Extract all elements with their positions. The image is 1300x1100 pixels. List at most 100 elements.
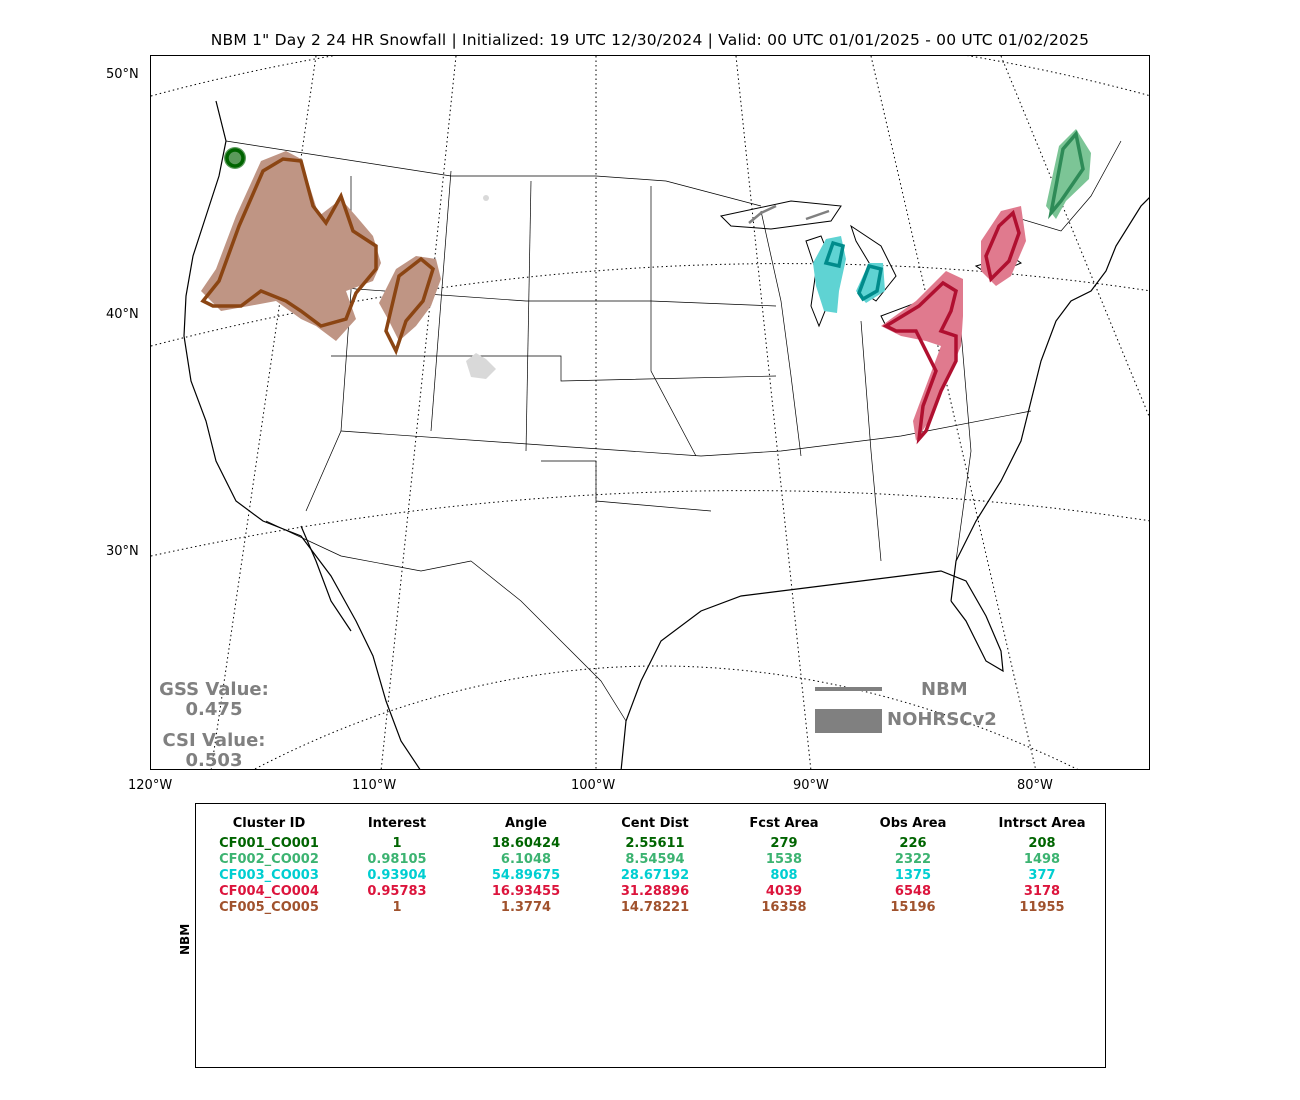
gray-patch-colorado — [466, 353, 496, 379]
cell-interest: 0.98105 — [367, 852, 427, 867]
cluster-cf005 — [200, 151, 441, 356]
border-oh-wv-ga — [955, 330, 972, 562]
map-panel — [150, 55, 1150, 770]
cell-fcst-area: 1538 — [765, 852, 803, 867]
header-intrsct-area: Intrsct Area — [998, 816, 1086, 831]
cluster-cf002 — [1046, 129, 1091, 220]
cell-interest: 1 — [392, 900, 402, 915]
cluster-cf005-fcst — [200, 157, 436, 356]
lake-superior — [719, 200, 842, 230]
lat-label-50n: 50°N — [106, 67, 139, 82]
header-obs-area: Obs Area — [879, 816, 947, 831]
rio-grande — [470, 560, 627, 722]
meridian-90w — [735, 56, 812, 769]
header-angle: Angle — [505, 816, 547, 831]
cell-obs-area: 15196 — [890, 900, 936, 915]
legend-line-swatch — [815, 687, 882, 691]
meridian-115w — [210, 56, 317, 769]
unmatched-areas — [466, 195, 496, 379]
border-37n — [340, 410, 1032, 457]
cell-intrsct-area: 1498 — [1023, 852, 1061, 867]
cell-interest: 0.93904 — [367, 868, 427, 883]
canada-border-lakes — [665, 180, 762, 207]
lon-label-100w: 100°W — [571, 778, 616, 793]
cell-fcst-area: 279 — [770, 836, 798, 851]
cell-interest: 1 — [392, 836, 402, 851]
lon-label-110w: 110°W — [352, 778, 397, 793]
state-borders — [225, 140, 1122, 722]
attribute-table: Cluster ID Interest Angle Cent Dist Fcst… — [195, 803, 1106, 1068]
pacific-coastline — [183, 100, 421, 769]
table-side-label: NBM — [178, 923, 192, 955]
meridian-70w — [1000, 56, 1149, 418]
parallel-30n — [151, 490, 1149, 557]
gray-forecast-superior-e — [805, 209, 830, 221]
border-40n — [331, 355, 777, 382]
gulf-coastline — [620, 570, 1004, 769]
table-row: CF001_CO001 1 18.60424 2.55611 279 226 208 — [196, 836, 1107, 852]
border-mn-ia-mo — [650, 186, 697, 457]
cell-angle: 16.93455 — [491, 884, 561, 899]
table-header: Cluster ID Interest Angle Cent Dist Fcst… — [196, 816, 1107, 832]
cluster-cf004-obs — [881, 206, 1026, 441]
cell-cent-dist: 2.55611 — [625, 836, 685, 851]
unmatched-forecasts — [748, 204, 830, 224]
cluster-cf003 — [813, 236, 885, 313]
table-row: CF002_CO002 0.98105 6.1048 8.54594 1538 2322 1… — [196, 852, 1107, 868]
cell-cluster-id: CF004_CO004 — [219, 884, 319, 899]
cell-obs-area: 6548 — [894, 884, 932, 899]
legend-line-label: NBM — [921, 679, 968, 700]
cell-intrsct-area: 377 — [1028, 868, 1056, 883]
border-oklahoma-texas — [541, 460, 712, 512]
baja-coast — [300, 525, 352, 632]
cell-intrsct-area: 11955 — [1019, 900, 1065, 915]
mexico-border-west — [265, 520, 472, 572]
lon-label-80w: 80°W — [1017, 778, 1053, 793]
cell-cluster-id: CF003_CO003 — [219, 868, 319, 883]
header-interest: Interest — [367, 816, 427, 831]
meridian-110w — [380, 56, 457, 769]
legend-fill-label: NOHRSCv2 — [887, 709, 997, 730]
cell-cluster-id: CF002_CO002 — [219, 852, 319, 867]
cell-angle: 54.89675 — [491, 868, 561, 883]
gray-patch-wyoming — [483, 195, 489, 201]
cluster-cf005-obs — [201, 151, 441, 341]
table-row: CF003_CO003 0.93904 54.89675 28.67192 808 137… — [196, 868, 1107, 884]
gss-value: 0.475 — [185, 699, 243, 720]
canada-border-east — [1010, 140, 1122, 232]
cell-cent-dist: 31.28896 — [620, 884, 690, 899]
cell-fcst-area: 808 — [770, 868, 798, 883]
lon-label-120w: 120°W — [128, 778, 173, 793]
gss-label: GSS Value: — [159, 679, 269, 700]
cell-cent-dist: 28.67192 — [620, 868, 690, 883]
cell-fcst-area: 4039 — [765, 884, 803, 899]
table-row: CF004_CO004 0.95783 16.93455 31.28896 4039 65… — [196, 884, 1107, 900]
atlantic-coastline — [950, 197, 1149, 602]
cell-cluster-id: CF001_CO001 — [219, 836, 319, 851]
cell-obs-area: 2322 — [894, 852, 932, 867]
gray-forecast-superior-w — [748, 204, 777, 224]
cell-obs-area: 1375 — [894, 868, 932, 883]
lat-label-30n: 30°N — [106, 544, 139, 559]
border-in-ky-al — [860, 320, 882, 562]
csi-value: 0.503 — [185, 750, 243, 771]
cell-intrsct-area: 3178 — [1023, 884, 1061, 899]
chart-title: NBM 1" Day 2 24 HR Snowfall | Initialize… — [210, 31, 1090, 49]
cluster-cf004-fcst — [882, 209, 1021, 445]
table-row: CF005_CO005 1 1.3774 14.78221 16358 15196 1195… — [196, 900, 1107, 916]
cell-cent-dist: 8.54594 — [625, 852, 685, 867]
header-cluster-id: Cluster ID — [232, 816, 306, 831]
header-fcst-area: Fcst Area — [749, 816, 819, 831]
cell-angle: 1.3774 — [500, 900, 552, 915]
cell-cluster-id: CF005_CO005 — [219, 900, 319, 915]
cluster-cf002-fcst — [1048, 130, 1085, 220]
csi-label: CSI Value: — [162, 730, 266, 751]
border-dakotas — [525, 180, 532, 452]
lat-label-40n: 40°N — [106, 307, 139, 322]
cell-angle: 6.1048 — [500, 852, 552, 867]
map-svg — [151, 56, 1149, 769]
cell-fcst-area: 16358 — [761, 900, 807, 915]
border-mt-wy — [430, 170, 452, 432]
legend-fill-swatch — [815, 709, 882, 733]
border-wi-il — [760, 210, 802, 457]
